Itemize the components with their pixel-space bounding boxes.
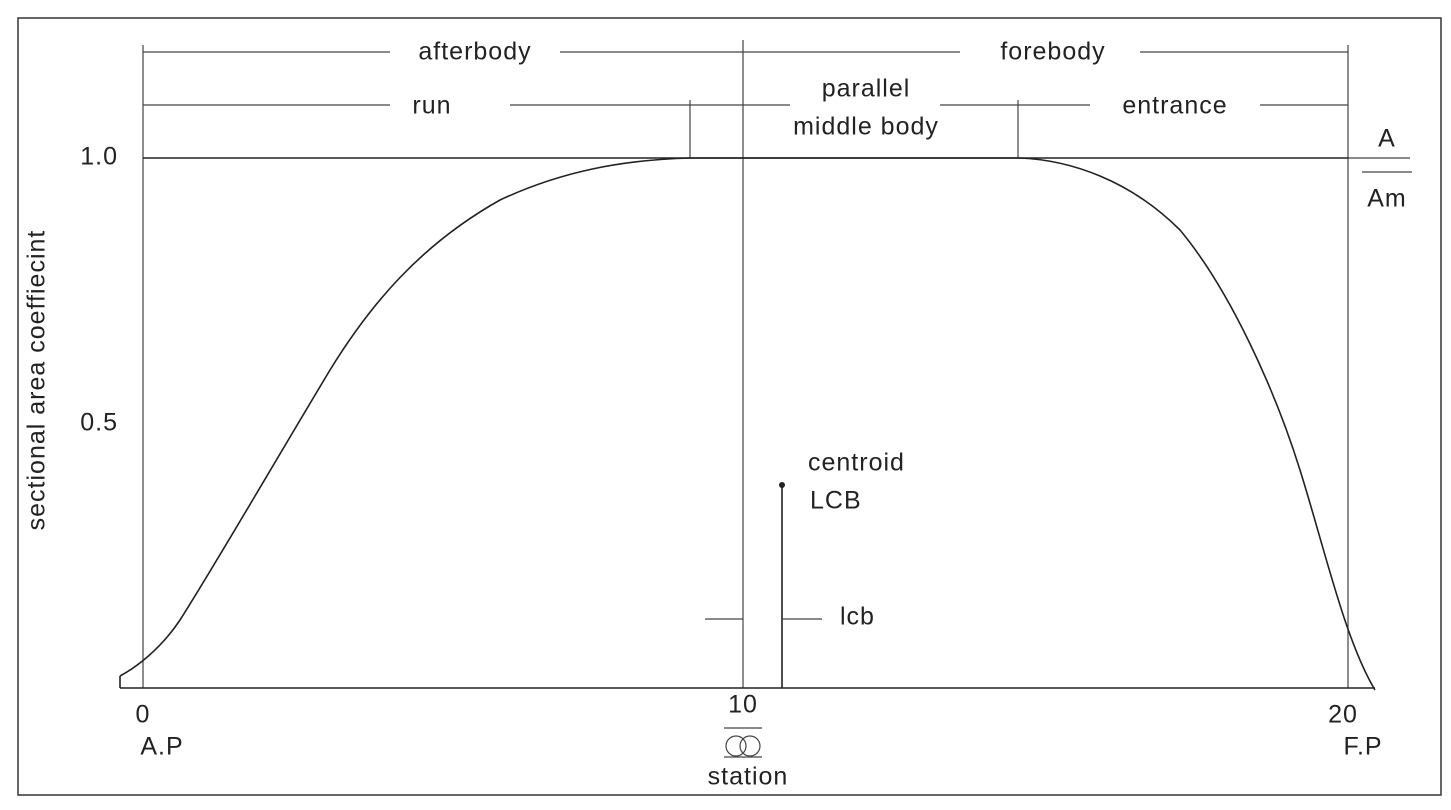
x-tick-label: 0 <box>136 701 151 729</box>
y-axis-title: sectional area coeffiecint <box>23 230 51 531</box>
midship-symbol <box>724 727 762 758</box>
x-axis-title: station <box>708 763 789 791</box>
centroid-marks <box>705 171 1412 688</box>
aft-perpendicular: A.P <box>140 733 183 761</box>
forebody-label: forebody <box>1000 38 1105 66</box>
centroid-label: centroid <box>808 449 905 477</box>
sectional-area-curve <box>119 157 1376 691</box>
entrance-label: entrance <box>1122 92 1227 120</box>
x-tick-label: 20 <box>1328 701 1358 729</box>
y-tick-label: 1.0 <box>80 143 118 171</box>
middle-body-label: middle body <box>793 113 939 141</box>
x-tick-label: 10 <box>728 691 758 719</box>
ratio-denominator: Am <box>1367 185 1407 213</box>
ratio-numerator: A <box>1378 125 1396 153</box>
lcb-distance: lcb <box>840 603 875 631</box>
lcb-name: LCB <box>810 487 862 515</box>
y-tick-label: 0.5 <box>80 409 118 437</box>
fore-perpendicular: F.P <box>1343 733 1382 761</box>
parallel-label: parallel <box>822 75 911 103</box>
frame <box>17 17 1442 796</box>
run-label: run <box>412 92 451 120</box>
afterbody-label: afterbody <box>418 38 531 66</box>
